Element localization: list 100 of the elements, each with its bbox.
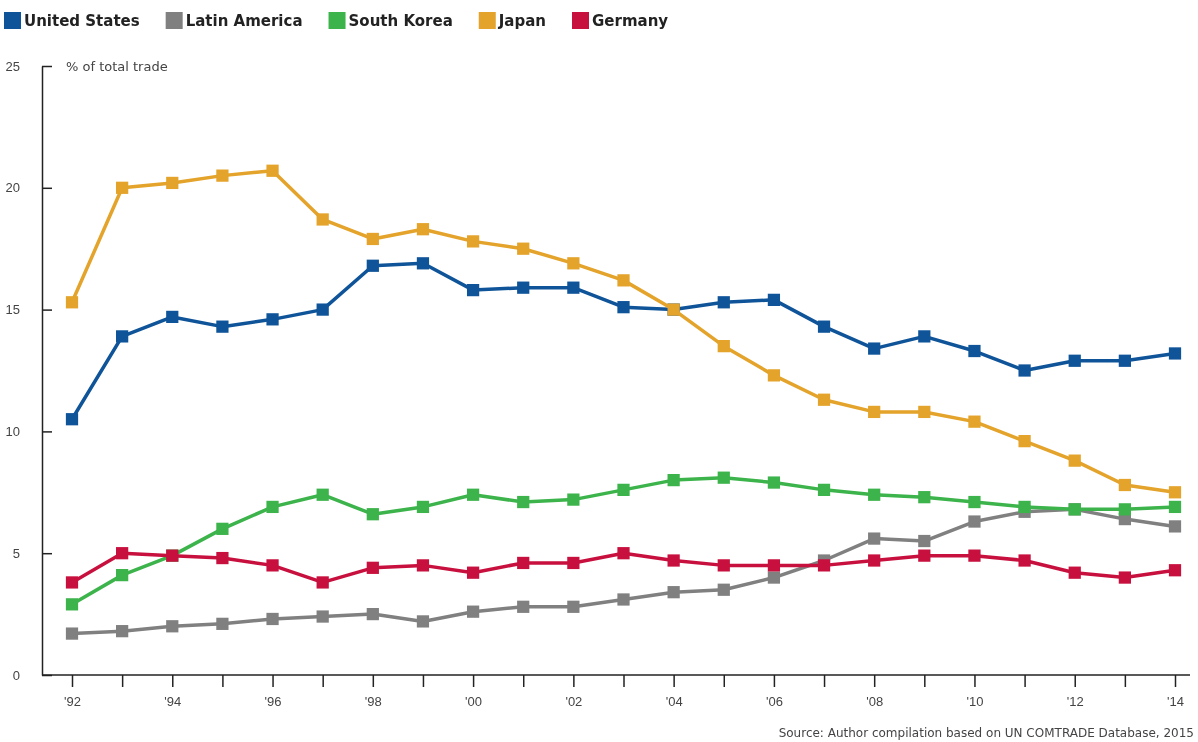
point (717, 583, 730, 596)
point (266, 559, 279, 572)
point (1168, 520, 1182, 533)
point (767, 559, 781, 572)
point (717, 296, 730, 309)
point (767, 571, 781, 584)
point (65, 627, 79, 640)
point (667, 586, 680, 599)
x-tick-label: '92 (64, 694, 81, 710)
point (617, 593, 630, 606)
point (366, 561, 379, 574)
point (567, 281, 580, 294)
legend-label: United States (24, 12, 140, 30)
point (717, 559, 730, 572)
point (316, 576, 329, 589)
point (366, 232, 379, 246)
point (918, 330, 931, 343)
point (116, 547, 129, 560)
point (968, 549, 981, 562)
point (216, 551, 229, 565)
point (166, 620, 179, 633)
point (918, 405, 931, 419)
point (517, 600, 530, 613)
point (466, 488, 480, 501)
point (517, 281, 530, 294)
point (466, 235, 480, 248)
point (868, 488, 881, 501)
point (868, 342, 881, 355)
x-tick-label: '04 (665, 694, 683, 710)
point (416, 257, 430, 270)
point (517, 242, 530, 255)
point (65, 296, 79, 309)
x-tick-label: '02 (565, 694, 583, 710)
point (868, 405, 881, 419)
point (1018, 554, 1031, 567)
point (968, 344, 981, 358)
point (466, 605, 480, 618)
point (216, 320, 229, 333)
x-tick-label: '06 (765, 694, 783, 710)
point (767, 369, 781, 382)
legend-label: Japan (497, 12, 546, 30)
legend-label: Germany (592, 12, 669, 30)
point (667, 554, 680, 567)
legend-label: South Korea (348, 12, 453, 30)
x-tick-label: '98 (364, 694, 382, 710)
point (116, 625, 129, 638)
point (416, 500, 430, 514)
point (918, 491, 931, 504)
y-tick-label: 20 (5, 180, 20, 196)
point (166, 176, 179, 190)
point (1018, 435, 1031, 448)
source-note: Source: Author compilation based on UN COMTRADE Database, 2015 (778, 726, 1194, 740)
point (567, 257, 580, 270)
point (1068, 566, 1081, 579)
x-tick-label: '10 (966, 694, 984, 710)
point (1168, 486, 1182, 499)
point (817, 320, 831, 333)
point (1168, 564, 1182, 577)
x-tick-label: '08 (866, 694, 884, 710)
point (65, 598, 79, 611)
point (466, 283, 480, 297)
point (166, 310, 179, 324)
point (868, 532, 881, 545)
point (416, 615, 430, 628)
point (1118, 478, 1131, 492)
point (1068, 454, 1081, 467)
point (366, 508, 379, 521)
point (316, 610, 329, 623)
point (767, 293, 781, 306)
point (918, 534, 931, 548)
point (968, 495, 981, 509)
y-tick-label: 15 (5, 302, 20, 318)
y-tick-label: 5 (12, 545, 20, 561)
point (968, 515, 981, 528)
point (918, 549, 931, 562)
point (266, 164, 279, 177)
point (1018, 500, 1031, 514)
point (366, 607, 379, 621)
y-tick-label: 25 (5, 58, 20, 74)
point (1168, 347, 1182, 360)
point (717, 340, 730, 353)
point (316, 488, 329, 501)
point (366, 259, 379, 272)
point (567, 493, 580, 506)
point (1018, 364, 1031, 377)
point (868, 554, 881, 567)
point (65, 413, 79, 426)
x-tick-label: '96 (264, 694, 282, 710)
point (266, 500, 279, 514)
point (517, 495, 530, 509)
point (717, 471, 730, 484)
point (817, 559, 831, 572)
point (116, 330, 129, 343)
point (517, 556, 530, 570)
point (1118, 354, 1131, 367)
point (416, 559, 430, 572)
y-tick-label: 10 (5, 424, 20, 440)
point (116, 181, 129, 194)
point (817, 393, 831, 406)
point (617, 301, 630, 314)
